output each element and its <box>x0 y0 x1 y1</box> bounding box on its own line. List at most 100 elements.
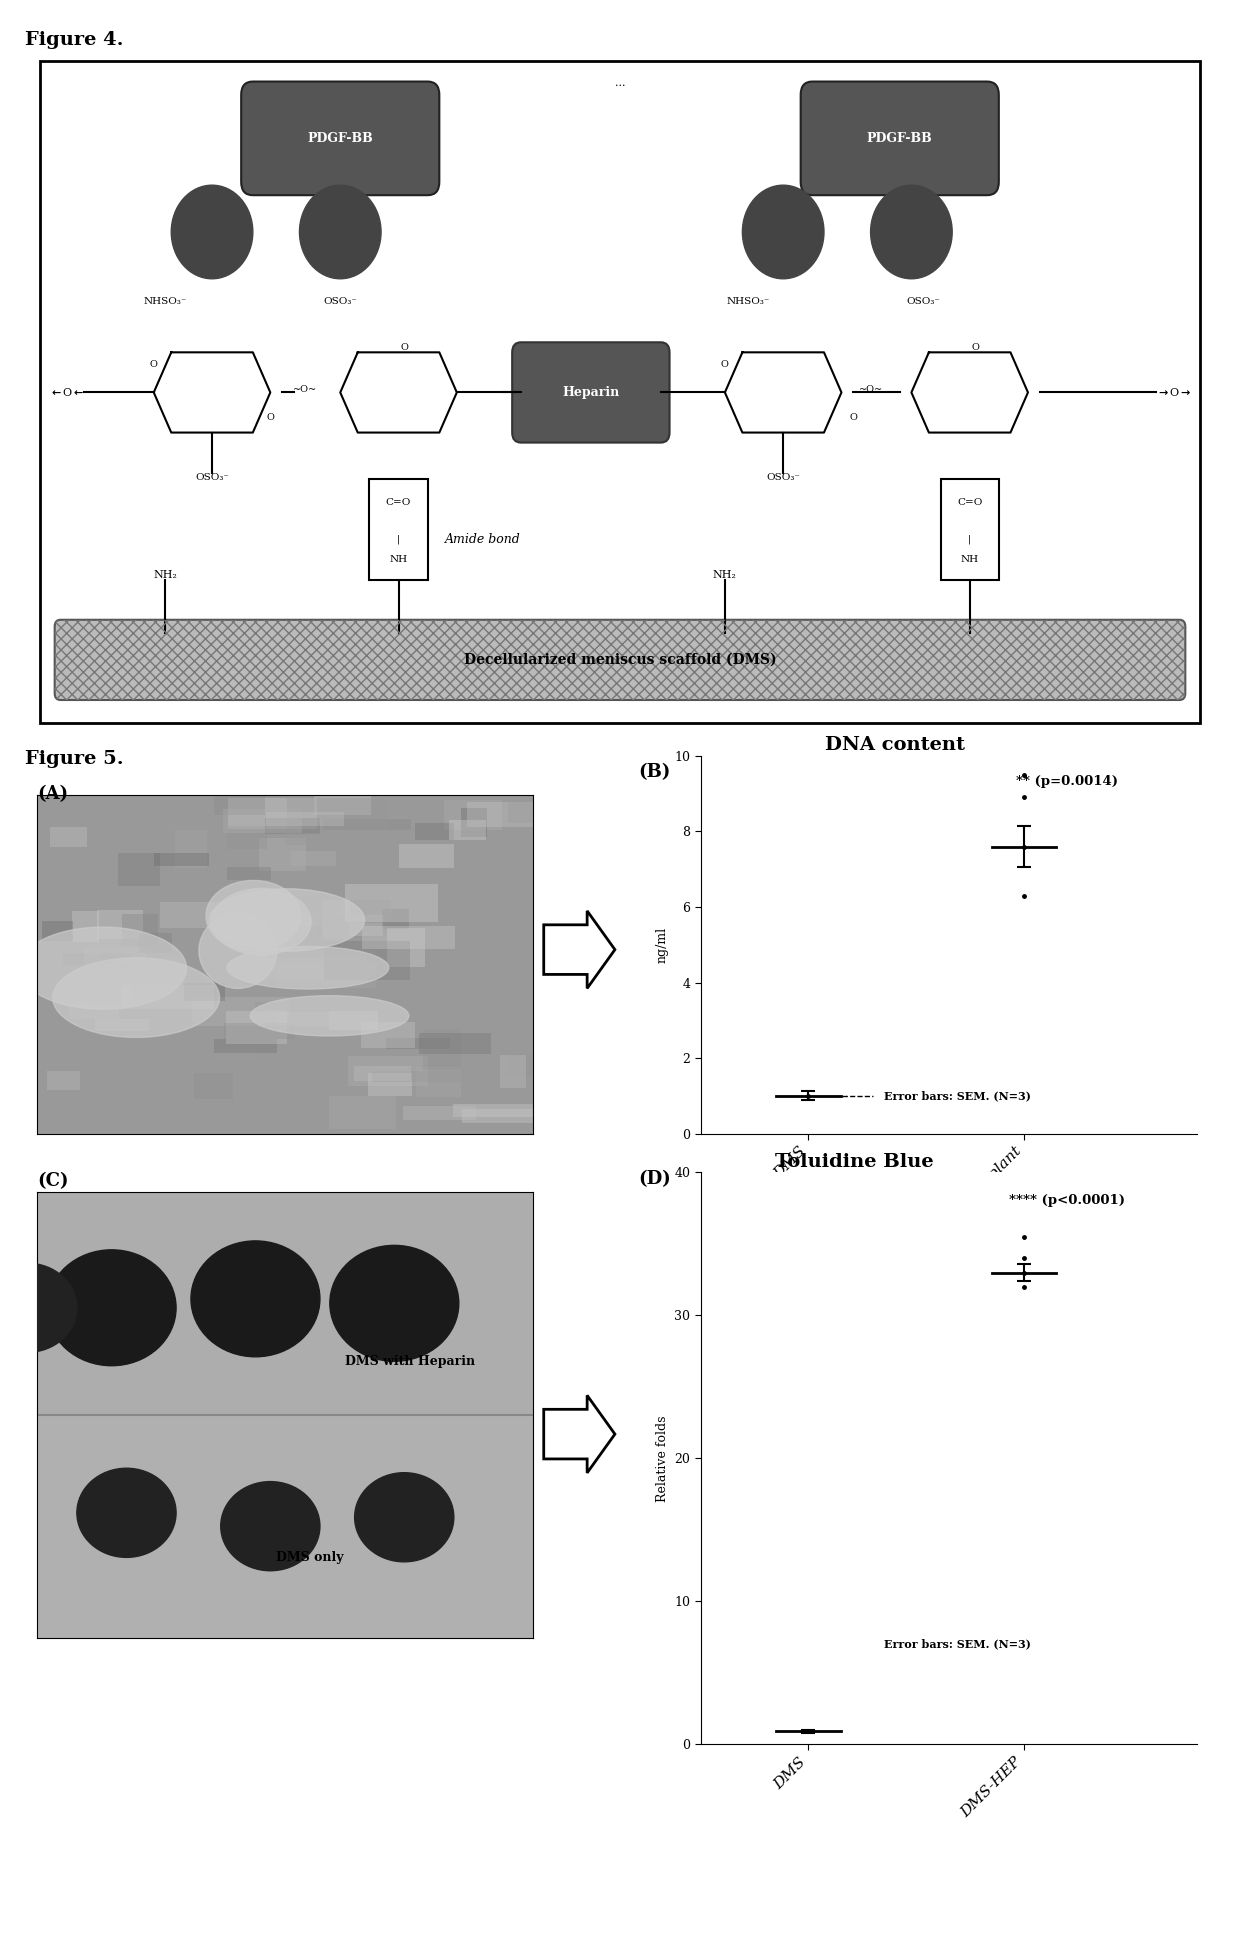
Ellipse shape <box>198 913 277 988</box>
Polygon shape <box>725 353 842 432</box>
Bar <box>372 1072 460 1081</box>
Bar <box>419 1033 491 1054</box>
Text: (C): (C) <box>37 1172 68 1190</box>
Ellipse shape <box>19 926 186 1010</box>
Circle shape <box>171 186 253 279</box>
Bar <box>461 1109 558 1122</box>
Bar <box>139 934 171 953</box>
Text: OSO₃⁻: OSO₃⁻ <box>324 297 357 306</box>
Text: $\mathbf{\leftarrow}$O$\mathbf{\leftarrow}$: $\mathbf{\leftarrow}$O$\mathbf{\leftarro… <box>48 386 84 399</box>
Y-axis label: Relative folds: Relative folds <box>656 1415 668 1502</box>
Bar <box>508 787 533 824</box>
Text: $\mathbf{\rightarrow}$O$\mathbf{\rightarrow}$: $\mathbf{\rightarrow}$O$\mathbf{\rightar… <box>1156 386 1192 399</box>
Bar <box>285 833 378 845</box>
Text: OSO₃⁻: OSO₃⁻ <box>766 473 800 483</box>
Bar <box>277 950 376 988</box>
Bar <box>278 1012 361 1027</box>
Bar <box>444 800 501 829</box>
Bar <box>50 826 87 847</box>
Bar <box>247 963 337 979</box>
Bar <box>940 479 999 579</box>
FancyArrow shape <box>543 1395 615 1473</box>
Circle shape <box>330 1246 459 1360</box>
Bar <box>151 957 185 986</box>
Bar <box>423 1029 461 1070</box>
Text: Figure 4.: Figure 4. <box>25 31 123 48</box>
Text: DNA content: DNA content <box>825 736 965 754</box>
Text: Heparin: Heparin <box>562 386 620 399</box>
Bar <box>195 1074 233 1099</box>
Bar <box>370 479 428 579</box>
Bar <box>324 942 410 979</box>
Ellipse shape <box>210 890 365 952</box>
Text: PDGF-BB: PDGF-BB <box>308 132 373 145</box>
Bar <box>72 911 99 942</box>
Bar <box>291 851 336 866</box>
Circle shape <box>191 1240 320 1357</box>
Circle shape <box>221 1481 320 1570</box>
Bar <box>37 1192 533 1415</box>
Bar <box>298 963 379 977</box>
Bar <box>317 917 387 936</box>
Bar <box>123 913 159 946</box>
Bar <box>467 802 536 828</box>
Bar <box>215 901 286 942</box>
Bar <box>506 1054 603 1076</box>
Bar <box>348 899 391 922</box>
Bar <box>216 1048 257 1062</box>
Ellipse shape <box>212 888 311 955</box>
Text: Amide bond: Amide bond <box>445 533 521 547</box>
Bar <box>322 899 350 938</box>
Text: Toluidine Blue: Toluidine Blue <box>775 1153 934 1171</box>
Bar <box>82 969 131 1008</box>
Text: (B): (B) <box>639 764 671 781</box>
Text: Error bars: SEM. (N=3): Error bars: SEM. (N=3) <box>884 1091 1030 1101</box>
FancyBboxPatch shape <box>55 620 1185 700</box>
Bar <box>224 1023 295 1039</box>
Bar <box>269 926 324 959</box>
Bar <box>275 955 367 985</box>
Text: C=O: C=O <box>386 498 412 508</box>
Bar <box>294 895 341 913</box>
Text: Error bars: SEM. (N=3): Error bars: SEM. (N=3) <box>884 1640 1030 1649</box>
Bar <box>259 839 305 870</box>
Bar <box>265 818 320 833</box>
FancyBboxPatch shape <box>512 343 670 442</box>
Bar <box>227 1010 286 1045</box>
Text: ...: ... <box>615 78 625 89</box>
Bar <box>329 1012 378 1029</box>
Bar <box>322 820 410 829</box>
Text: ~O~: ~O~ <box>858 384 883 393</box>
Text: PDGF-BB: PDGF-BB <box>867 132 932 145</box>
Polygon shape <box>340 353 456 432</box>
Text: ** (p=0.0014): ** (p=0.0014) <box>1017 775 1118 787</box>
Bar <box>361 1023 415 1048</box>
Text: O: O <box>972 343 980 353</box>
Bar <box>99 953 130 986</box>
Text: NH₂: NH₂ <box>154 570 177 579</box>
Y-axis label: ng/ml: ng/ml <box>656 926 668 963</box>
Bar <box>500 1054 527 1087</box>
Text: **** (p<0.0001): **** (p<0.0001) <box>1009 1194 1125 1207</box>
Circle shape <box>355 1473 454 1562</box>
Bar <box>47 1070 81 1091</box>
Text: (A): (A) <box>37 785 68 802</box>
Ellipse shape <box>227 946 389 988</box>
Bar <box>345 884 439 922</box>
Bar <box>461 808 486 837</box>
Bar <box>222 810 301 833</box>
Bar <box>42 921 73 942</box>
Text: O: O <box>150 360 157 368</box>
Bar <box>314 787 371 816</box>
Bar <box>122 985 213 1010</box>
Bar <box>118 853 160 886</box>
Bar <box>415 1068 461 1097</box>
Text: (D): (D) <box>639 1171 671 1188</box>
Bar <box>227 826 267 849</box>
Text: |: | <box>397 535 401 545</box>
Bar <box>386 1039 450 1048</box>
Text: NH₂: NH₂ <box>713 570 737 579</box>
Bar <box>348 1056 428 1085</box>
Bar <box>387 928 424 967</box>
Bar <box>97 909 143 938</box>
